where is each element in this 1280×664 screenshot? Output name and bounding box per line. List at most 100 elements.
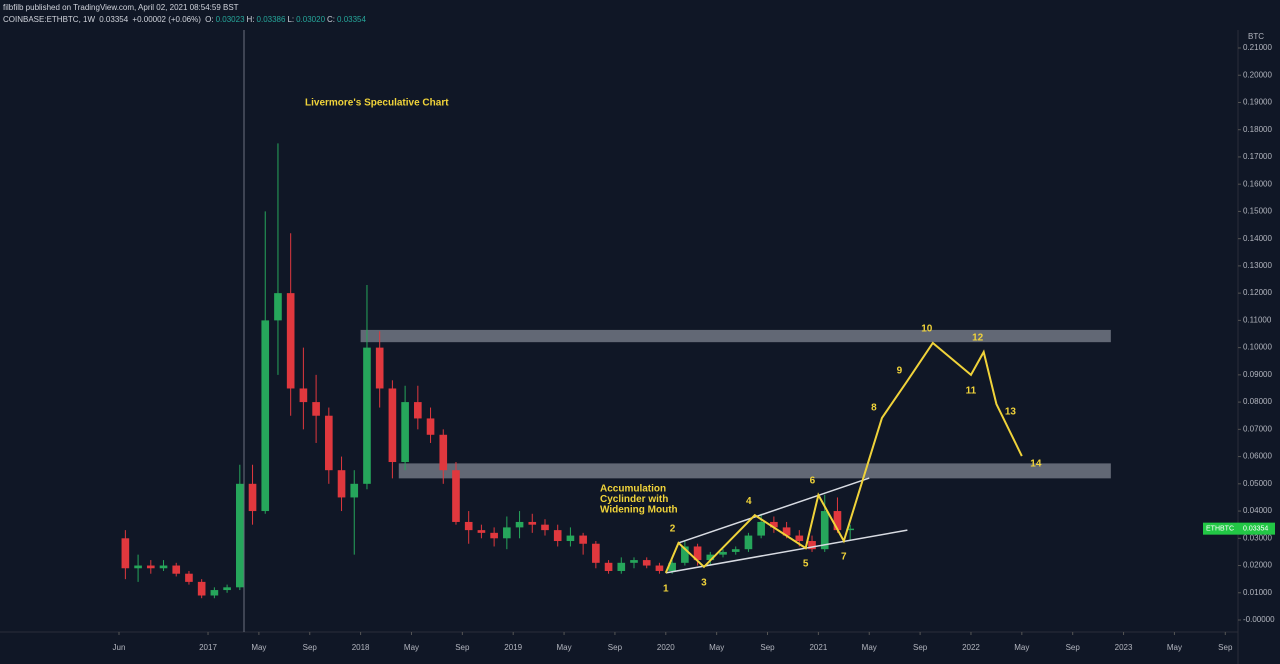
- wave-label: 14: [1030, 459, 1042, 470]
- chart-title: Livermore's Speculative Chart: [305, 98, 449, 109]
- y-tick-label: 0.18000: [1243, 125, 1272, 134]
- annotation: Accumulation: [600, 484, 666, 495]
- x-tick-label: May: [557, 643, 572, 652]
- candle-body: [172, 565, 181, 574]
- price-tag: [1203, 522, 1275, 535]
- x-tick-label: 2020: [657, 643, 675, 652]
- wave-label: 8: [871, 403, 877, 414]
- y-tick-label: 0.01000: [1243, 588, 1272, 597]
- x-tick-label: May: [404, 643, 419, 652]
- candle-body: [706, 554, 715, 561]
- candle-body: [375, 347, 384, 389]
- candle-body: [274, 293, 282, 321]
- candle-body: [210, 590, 219, 596]
- x-tick-label: Sep: [913, 643, 928, 652]
- x-tick-label: May: [251, 643, 266, 652]
- candle-body: [197, 581, 206, 596]
- y-tick-label: 0.02000: [1243, 561, 1272, 570]
- candle-body: [286, 293, 295, 389]
- x-tick-label: May: [862, 643, 877, 652]
- wave-label: 12: [972, 333, 984, 344]
- candle-body: [261, 320, 270, 512]
- candle-body: [223, 587, 231, 591]
- x-tick-label: Sep: [455, 643, 470, 652]
- x-tick-label: 2017: [199, 643, 217, 652]
- y-tick-label: 0.05000: [1243, 479, 1272, 488]
- y-tick-label: 0.20000: [1243, 70, 1272, 79]
- zone: [398, 463, 1111, 479]
- wave-label: 7: [841, 552, 847, 563]
- y-tick-label: -0.00000: [1243, 615, 1275, 624]
- candle-body: [477, 530, 486, 533]
- y-tick-label: 0.12000: [1243, 288, 1272, 297]
- x-tick-label: May: [709, 643, 724, 652]
- x-tick-label: May: [1014, 643, 1029, 652]
- candle-body: [757, 521, 765, 536]
- y-tick-label: 0.21000: [1243, 43, 1272, 52]
- x-tick-label: Jun: [113, 643, 126, 652]
- y-tick-label: 0.19000: [1243, 98, 1272, 107]
- change: +0.00002 (+0.06%): [132, 15, 201, 24]
- candle-body: [833, 511, 842, 531]
- x-tick-label: Sep: [608, 643, 623, 652]
- ohlc-value: 0.03354: [337, 15, 366, 24]
- candle-body: [388, 388, 397, 463]
- wave-label: 10: [921, 324, 933, 335]
- candle-body: [528, 521, 537, 525]
- y-tick-label: 0.11000: [1243, 315, 1272, 324]
- symbol-line: COINBASE:ETHBTC, 1W 0.03354 +0.00002 (+0…: [3, 14, 370, 26]
- candle-body: [592, 543, 600, 563]
- candle-body: [681, 546, 689, 563]
- y-tick-label: 0.15000: [1243, 207, 1272, 216]
- x-tick-label: Sep: [303, 643, 318, 652]
- candle-body: [337, 470, 346, 498]
- x-tick-label: Sep: [1218, 643, 1233, 652]
- candle-body: [808, 541, 816, 550]
- y-tick-label: 0.03000: [1243, 533, 1272, 542]
- candle-body: [553, 530, 562, 542]
- price-tag-symbol: ETHBTC: [1206, 525, 1234, 532]
- wave-label: 11: [966, 385, 977, 396]
- candle-body: [693, 546, 702, 561]
- candle-body: [795, 535, 804, 542]
- candle-body: [655, 565, 664, 571]
- candle-body: [515, 521, 524, 528]
- y-tick-label: 0.16000: [1243, 179, 1272, 188]
- candle-body: [363, 347, 371, 484]
- candle-body: [782, 527, 791, 536]
- candle-body: [464, 521, 473, 531]
- x-tick-label: 2023: [1115, 643, 1133, 652]
- annotation: Cyclinder with: [600, 494, 668, 505]
- wave-label: 4: [746, 496, 752, 507]
- y-tick-label: 0.07000: [1243, 424, 1272, 433]
- candle-body: [617, 562, 626, 571]
- candle-body: [642, 560, 651, 566]
- candle-body: [579, 535, 587, 544]
- wave-label: 1: [663, 584, 669, 595]
- axis-unit: BTC: [1248, 32, 1264, 41]
- candle-body: [820, 511, 829, 550]
- candle-body: [770, 521, 778, 528]
- candle-body: [414, 402, 422, 419]
- candle-body: [541, 524, 549, 531]
- ohlc-label: C:: [327, 15, 336, 24]
- candle-body: [846, 528, 854, 531]
- x-tick-label: 2019: [504, 643, 522, 652]
- y-tick-label: 0.08000: [1243, 397, 1272, 406]
- candle-body: [248, 483, 257, 512]
- candle-body: [235, 483, 244, 588]
- candle-body: [185, 573, 193, 582]
- annotation: Widening Mouth: [600, 505, 678, 516]
- candle-body: [439, 434, 448, 471]
- wave-label: 3: [701, 578, 707, 589]
- y-tick-label: 0.14000: [1243, 234, 1272, 243]
- x-tick-label: 2018: [352, 643, 370, 652]
- candle-body: [426, 418, 435, 435]
- candle-body: [719, 551, 727, 555]
- publisher: filbfilb published on TradingView.com, A…: [3, 3, 239, 12]
- wave-label: 9: [897, 365, 903, 376]
- y-tick-label: 0.04000: [1243, 506, 1272, 515]
- candle-body: [312, 402, 320, 416]
- y-tick-label: 0.17000: [1243, 152, 1272, 161]
- candle-body: [668, 562, 676, 571]
